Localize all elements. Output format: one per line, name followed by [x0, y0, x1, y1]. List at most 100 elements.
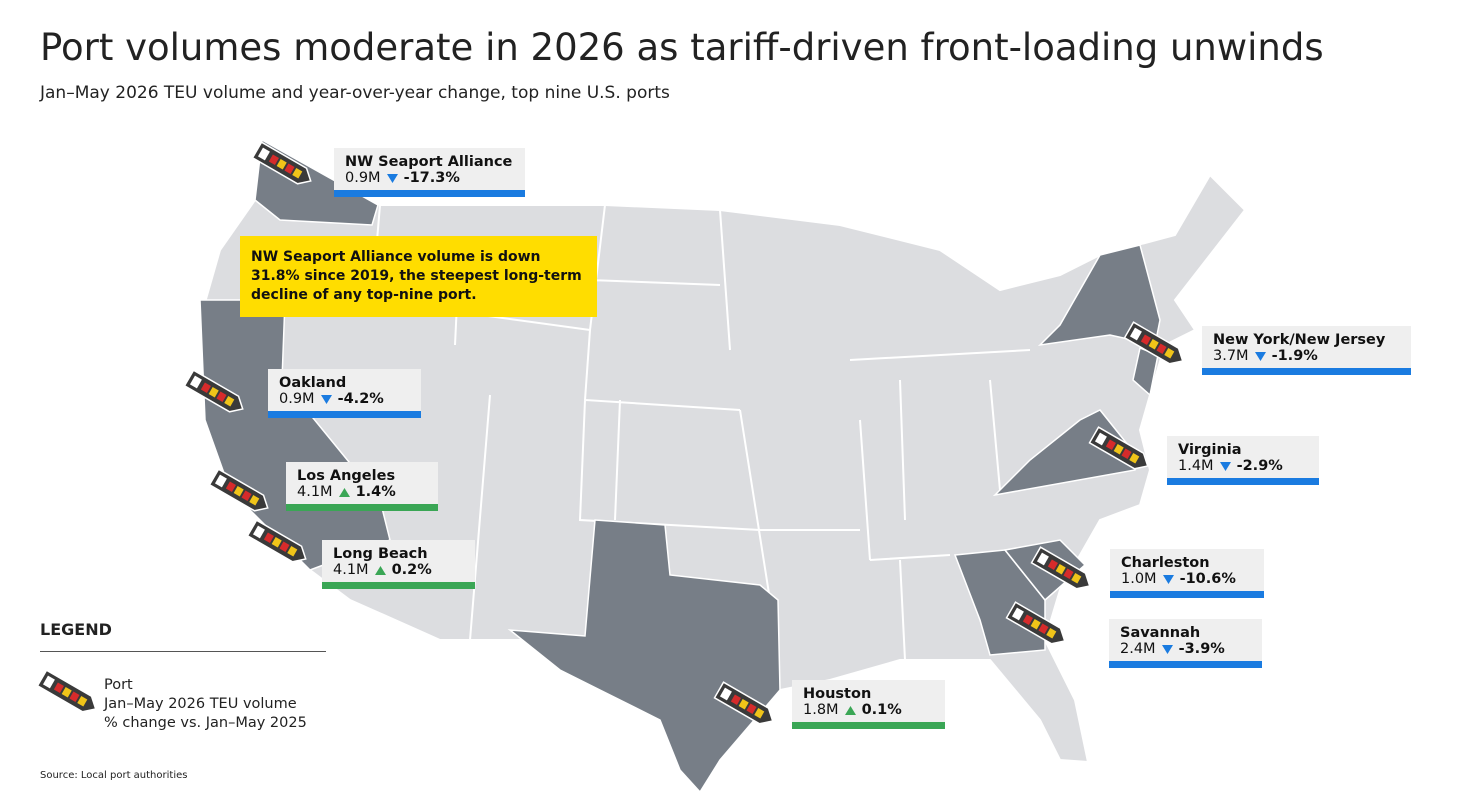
legend-title: LEGEND — [40, 620, 112, 639]
container — [77, 696, 88, 707]
port-values: 4.1M 1.4% — [297, 484, 427, 500]
volume: 1.4M — [1178, 458, 1214, 474]
ship-cabin — [214, 474, 227, 488]
port-name: Long Beach — [333, 546, 428, 562]
ship-icon — [713, 681, 774, 725]
title: Port volumes moderate in 2026 as tariff-… — [40, 26, 1324, 69]
ship-cabin — [189, 375, 202, 389]
container — [1046, 628, 1057, 639]
arrow-down — [386, 174, 398, 183]
change: -17.3% — [403, 170, 460, 186]
port-box: NW Seaport Alliance 0.9M -17.3% — [334, 148, 525, 197]
port-box: Houston 1.8M 0.1% — [792, 680, 945, 729]
container — [1140, 334, 1151, 345]
arrow — [1219, 462, 1231, 471]
arrow-up — [844, 706, 856, 715]
port-name: New York/New Jersey — [1213, 332, 1386, 348]
port-box: Los Angeles 4.1M 1.4% — [286, 462, 438, 511]
ship-cabin — [252, 525, 265, 539]
change: 0.1% — [861, 702, 902, 718]
container — [284, 163, 295, 174]
subtitle: Jan–May 2026 TEU volume and year-over-ye… — [40, 83, 670, 103]
volume: 0.9M — [279, 391, 315, 407]
container — [1113, 444, 1124, 455]
ship-icon — [1123, 321, 1184, 365]
ship-cabin — [1036, 552, 1049, 566]
change: 0.2% — [391, 562, 432, 578]
legend-rule — [40, 651, 326, 652]
ship-cabin — [42, 675, 55, 689]
container — [1071, 573, 1082, 584]
arrow — [386, 174, 398, 183]
port-name: NW Seaport Alliance — [345, 154, 513, 170]
change: -1.9% — [1271, 348, 1318, 364]
port-box: Oakland 0.9M -4.2% — [268, 369, 421, 418]
container — [271, 537, 282, 548]
ship-icon — [183, 369, 244, 413]
container — [268, 154, 279, 165]
port-values: 4.1M 0.2% — [333, 562, 464, 578]
port-values: 1.4M -2.9% — [1178, 458, 1308, 474]
arrow-down — [1219, 462, 1231, 471]
arrow — [320, 395, 332, 404]
container — [1156, 343, 1167, 354]
port-name: Los Angeles — [297, 468, 396, 484]
legend-item: Port — [104, 677, 133, 693]
arrow-down — [1254, 352, 1266, 361]
container — [754, 708, 765, 719]
volume: 3.7M — [1213, 348, 1249, 364]
change: -2.9% — [1236, 458, 1283, 474]
port-values: 1.8M 0.1% — [803, 702, 934, 718]
port-box: Long Beach 4.1M 0.2% — [322, 540, 475, 589]
ship-cabin — [257, 147, 270, 161]
arrow — [1161, 645, 1173, 654]
container — [1121, 448, 1132, 459]
container — [225, 481, 236, 492]
volume: 1.8M — [803, 702, 839, 718]
volume: 1.0M — [1121, 571, 1157, 587]
container — [1038, 623, 1049, 634]
container — [292, 168, 303, 179]
volume: 4.1M — [297, 484, 333, 500]
container — [1030, 619, 1041, 630]
legend-item: Jan–May 2026 TEU volume — [104, 696, 297, 712]
arrow — [844, 706, 856, 715]
source: Source: Local port authorities — [40, 770, 188, 781]
ship-icon — [1088, 426, 1149, 470]
ship-cabin — [719, 687, 732, 701]
container — [224, 396, 235, 407]
container — [249, 495, 260, 506]
container — [738, 699, 749, 710]
arrow-down — [1162, 575, 1174, 584]
port-values: 1.0M -10.6% — [1121, 571, 1253, 587]
container — [1129, 453, 1140, 464]
port-box: Virginia 1.4M -2.9% — [1167, 436, 1319, 485]
container — [730, 694, 741, 705]
port-name: Oakland — [279, 375, 347, 391]
arrow — [1162, 575, 1174, 584]
port-name: Charleston — [1121, 555, 1210, 571]
container — [263, 532, 274, 543]
container — [53, 682, 64, 693]
volume: 2.4M — [1120, 641, 1156, 657]
container — [1063, 568, 1074, 579]
port-values: 0.9M -4.2% — [279, 391, 410, 407]
callout: NW Seaport Alliance volume is down 31.8%… — [240, 236, 597, 317]
change: -4.2% — [337, 391, 384, 407]
port-name: Houston — [803, 686, 872, 702]
arrow — [1254, 352, 1266, 361]
container — [208, 387, 219, 398]
ship-cabin — [1094, 432, 1107, 446]
change: -10.6% — [1179, 571, 1236, 587]
port-values: 2.4M -3.9% — [1120, 641, 1251, 657]
container — [279, 541, 290, 552]
new-york — [1037, 244, 1161, 347]
port-box: New York/New Jersey 3.7M -1.9% — [1202, 326, 1411, 375]
ship-cabin — [1129, 327, 1142, 341]
ship-icon — [1030, 546, 1091, 590]
container — [276, 159, 287, 170]
ship-icon — [251, 141, 312, 185]
ship-icon — [208, 468, 269, 512]
